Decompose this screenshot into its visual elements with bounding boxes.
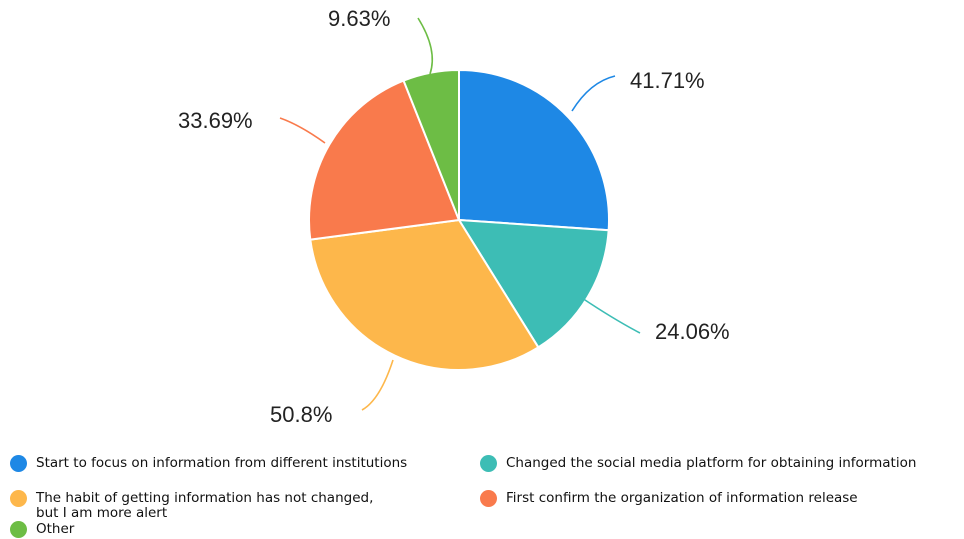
pie-slice-3 [308, 79, 461, 241]
data-label-0: 41.71% [630, 68, 705, 93]
data-label-4: 9.63% [328, 6, 390, 31]
chart-legend: Start to focus on information from diffe… [10, 455, 960, 538]
legend-label-other: Other [36, 521, 75, 537]
legend-label-institutions: Start to focus on information from diffe… [36, 455, 408, 471]
legend-swatch-platform [480, 455, 497, 472]
legend-item-habit: The habit of getting information has not… [10, 490, 374, 521]
legend-item-institutions: Start to focus on information from diffe… [10, 455, 408, 472]
leader-line-0 [571, 75, 616, 112]
legend-label-platform: Changed the social media platform for ob… [506, 455, 917, 471]
data-label-3: 33.69% [178, 108, 253, 133]
legend-item-confirm: First confirm the organization of inform… [480, 490, 858, 507]
pie-slice-1 [457, 218, 610, 349]
data-label-1: 24.06% [655, 319, 730, 344]
pie-slice-2 [309, 218, 540, 371]
legend-label-confirm: First confirm the organization of inform… [506, 490, 858, 506]
legend-item-platform: Changed the social media platform for ob… [480, 455, 917, 472]
leader-line-4 [417, 17, 434, 75]
legend-item-other: Other [10, 521, 75, 538]
pie-slice-0 [458, 68, 610, 232]
legend-label-habit: The habit of getting information has not… [36, 490, 374, 521]
legend-swatch-habit [10, 490, 27, 507]
leader-line-1 [581, 297, 641, 334]
legend-swatch-confirm [480, 490, 497, 507]
leader-line-2 [361, 359, 394, 411]
leader-line-3 [279, 117, 326, 144]
legend-swatch-institutions [10, 455, 27, 472]
data-label-2: 50.8% [270, 402, 332, 427]
legend-swatch-other [10, 521, 27, 538]
